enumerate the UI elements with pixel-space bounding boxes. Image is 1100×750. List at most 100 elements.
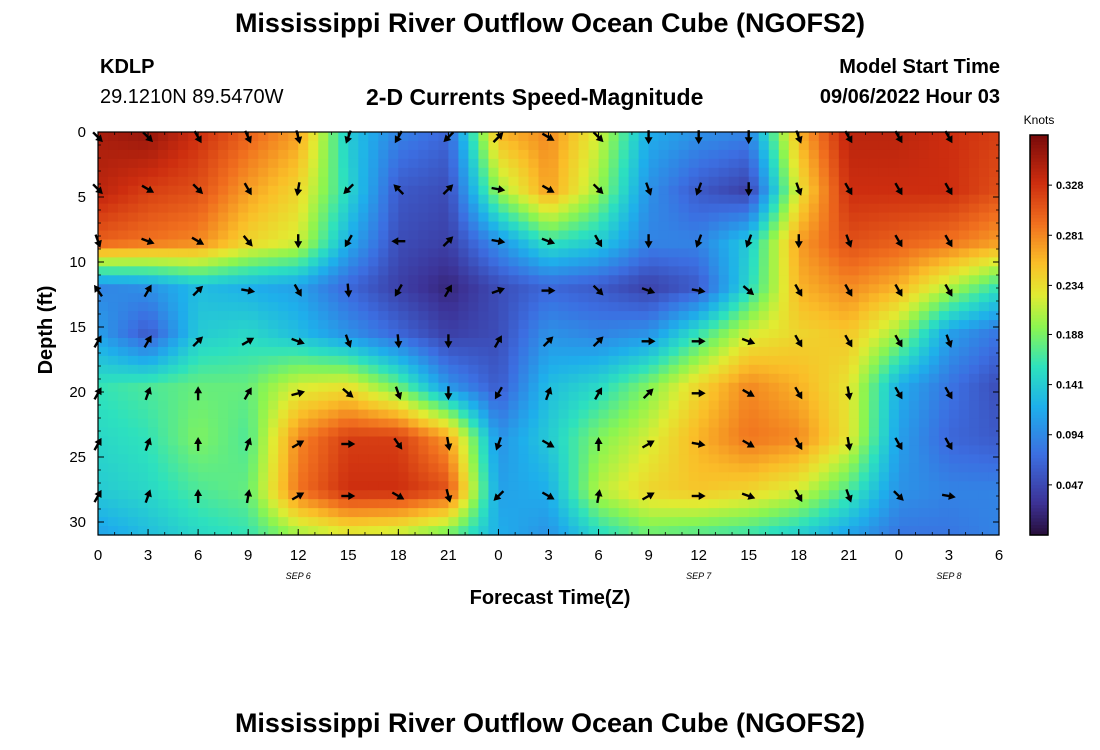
heatmap-cell (588, 400, 600, 411)
heatmap-cell (518, 508, 530, 518)
current-arrow (92, 131, 103, 143)
heatmap-cell (588, 239, 600, 250)
heatmap-cell (448, 526, 459, 536)
heatmap-cell (118, 526, 129, 536)
heatmap-cell (148, 320, 159, 330)
heatmap-cell (518, 445, 530, 455)
heatmap-cell (968, 239, 980, 250)
heatmap-cell (658, 167, 670, 178)
heatmap-cell (888, 517, 900, 527)
heatmap-cell (438, 167, 449, 178)
heatmap-cell (908, 346, 920, 357)
heatmap-cell (178, 132, 189, 142)
heatmap-cell (628, 481, 640, 491)
heatmap-cell (948, 436, 960, 447)
heatmap-cell (418, 149, 429, 160)
heatmap-cell (458, 409, 470, 420)
heatmap-cell (628, 517, 640, 527)
heatmap-cell (378, 239, 389, 250)
heatmap-cell (508, 140, 520, 151)
heatmap-cell (908, 176, 920, 187)
heatmap-cell (638, 472, 650, 482)
heatmap-cell (788, 194, 800, 205)
heatmap-cell (278, 185, 289, 196)
heatmap-cell (328, 185, 339, 196)
heatmap-cell (958, 293, 970, 303)
heatmap-cell (928, 454, 940, 464)
heatmap-cell (698, 436, 710, 447)
current-arrow (845, 234, 853, 248)
heatmap-cell (708, 311, 720, 321)
heatmap-cell (448, 517, 459, 527)
heatmap-cell (258, 311, 269, 321)
heatmap-cell (808, 230, 820, 241)
heatmap-cell (978, 382, 990, 393)
heatmap-cell (98, 293, 109, 303)
heatmap-cell (328, 499, 339, 509)
heatmap-cell (228, 275, 239, 285)
heatmap-cell (398, 212, 409, 223)
heatmap-cell (928, 158, 940, 169)
heatmap-cell (868, 364, 880, 375)
heatmap-cell (358, 284, 369, 294)
heatmap-cell (278, 337, 289, 348)
heatmap-cell (858, 167, 870, 178)
heatmap-cell (618, 284, 630, 294)
heatmap-cell (708, 203, 720, 214)
heatmap-cell (818, 355, 830, 366)
heatmap-cell (148, 490, 159, 500)
heatmap-cell (798, 149, 810, 160)
heatmap-cell (168, 481, 179, 491)
heatmap-cell (748, 176, 760, 187)
heatmap-cell (378, 355, 389, 366)
heatmap-cell (338, 140, 349, 151)
heatmap-cell (328, 508, 339, 518)
heatmap-cell (138, 284, 149, 294)
heatmap-cell (938, 275, 950, 285)
heatmap-cell (808, 257, 820, 267)
heatmap-cell (638, 454, 650, 464)
heatmap-cell (648, 248, 660, 258)
heatmap-cell (988, 132, 1000, 142)
heatmap-cell (568, 472, 580, 482)
heatmap-cell (418, 454, 429, 464)
heatmap-cell (208, 149, 219, 160)
heatmap-cell (858, 382, 870, 393)
heatmap-cell (628, 355, 640, 366)
heatmap-cell (668, 248, 680, 258)
heatmap-cell (428, 382, 439, 393)
heatmap-cell (178, 284, 189, 294)
heatmap-cell (268, 400, 279, 411)
heatmap-cell (728, 320, 740, 330)
heatmap-cell (538, 346, 550, 357)
heatmap-cell (618, 275, 630, 285)
heatmap-cell (428, 239, 439, 250)
heatmap-cell (168, 167, 179, 178)
heatmap-cell (298, 346, 309, 357)
heatmap-cell (798, 176, 810, 187)
heatmap-cell (608, 140, 620, 151)
heatmap-cell (668, 329, 680, 339)
heatmap-cell (588, 149, 600, 160)
current-arrow (794, 386, 803, 400)
heatmap-cell (598, 364, 610, 375)
heatmap-cell (698, 149, 710, 160)
heatmap-cell (828, 364, 840, 375)
heatmap-cell (748, 167, 760, 178)
heatmap-cell (668, 337, 680, 348)
heatmap-cell (898, 158, 910, 169)
heatmap-cell (658, 230, 670, 241)
heatmap-cell (478, 463, 490, 473)
heatmap-cell (508, 329, 520, 339)
heatmap-cell (638, 409, 650, 420)
heatmap-cell (548, 302, 560, 312)
heatmap-cell (328, 293, 339, 303)
heatmap-cell (428, 517, 439, 527)
heatmap-cell (948, 454, 960, 464)
heatmap-cell (448, 167, 459, 178)
heatmap-cell (368, 463, 379, 473)
heatmap-cell (898, 221, 910, 232)
heatmap-cell (198, 436, 209, 447)
heatmap-cell (958, 176, 970, 187)
heatmap-cell (618, 490, 630, 500)
